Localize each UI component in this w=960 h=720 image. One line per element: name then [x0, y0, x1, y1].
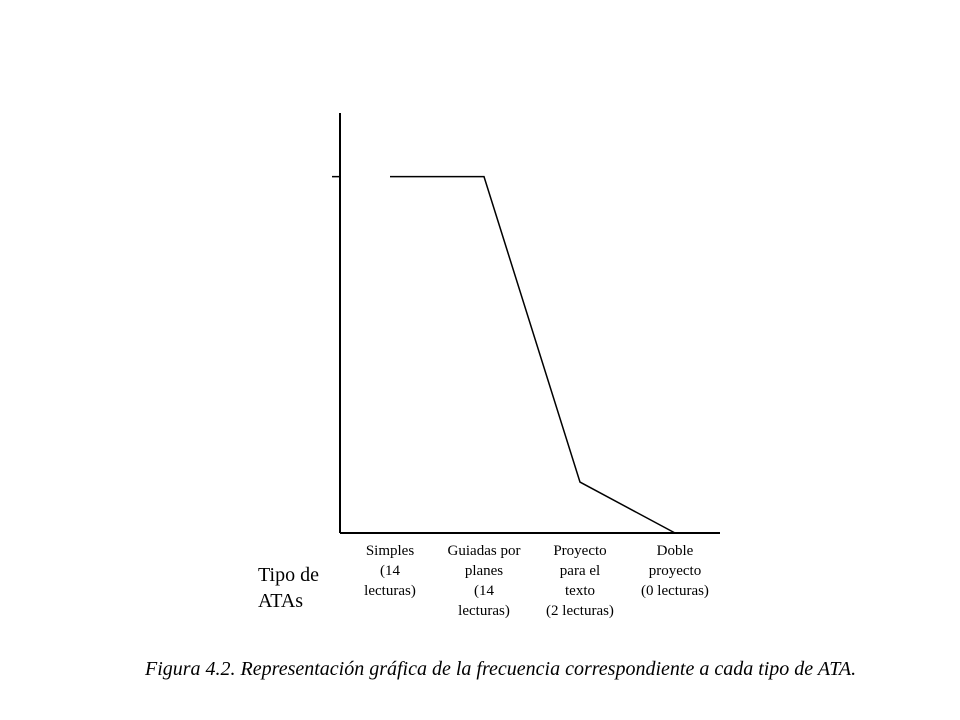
x-tick-label: lecturas) [364, 583, 416, 599]
x-tick-label: planes [465, 563, 503, 579]
x-tick-label: (0 lecturas) [641, 583, 709, 599]
x-tick-label: Proyecto [553, 543, 606, 559]
x-tick-label: (2 lecturas) [546, 603, 614, 619]
x-tick-label: texto [565, 583, 595, 599]
x-tick-label: para el [560, 563, 600, 579]
x-tick-label: lecturas) [458, 603, 510, 619]
x-tick-label: Doble [657, 543, 694, 559]
caption: Figura 4.2. Representación gráfica de la… [144, 658, 856, 680]
x-tick-label: proyecto [649, 563, 701, 579]
x-tick-label: Guiadas por [448, 543, 521, 559]
x-tick-label: (14 [474, 583, 494, 599]
line [390, 175, 676, 534]
x-tick-label: Simples [366, 543, 415, 559]
x-axis-label: Tipo de [258, 564, 319, 586]
x-tick-label: (14 [380, 563, 400, 579]
x-axis-label: ATAs [258, 590, 303, 612]
